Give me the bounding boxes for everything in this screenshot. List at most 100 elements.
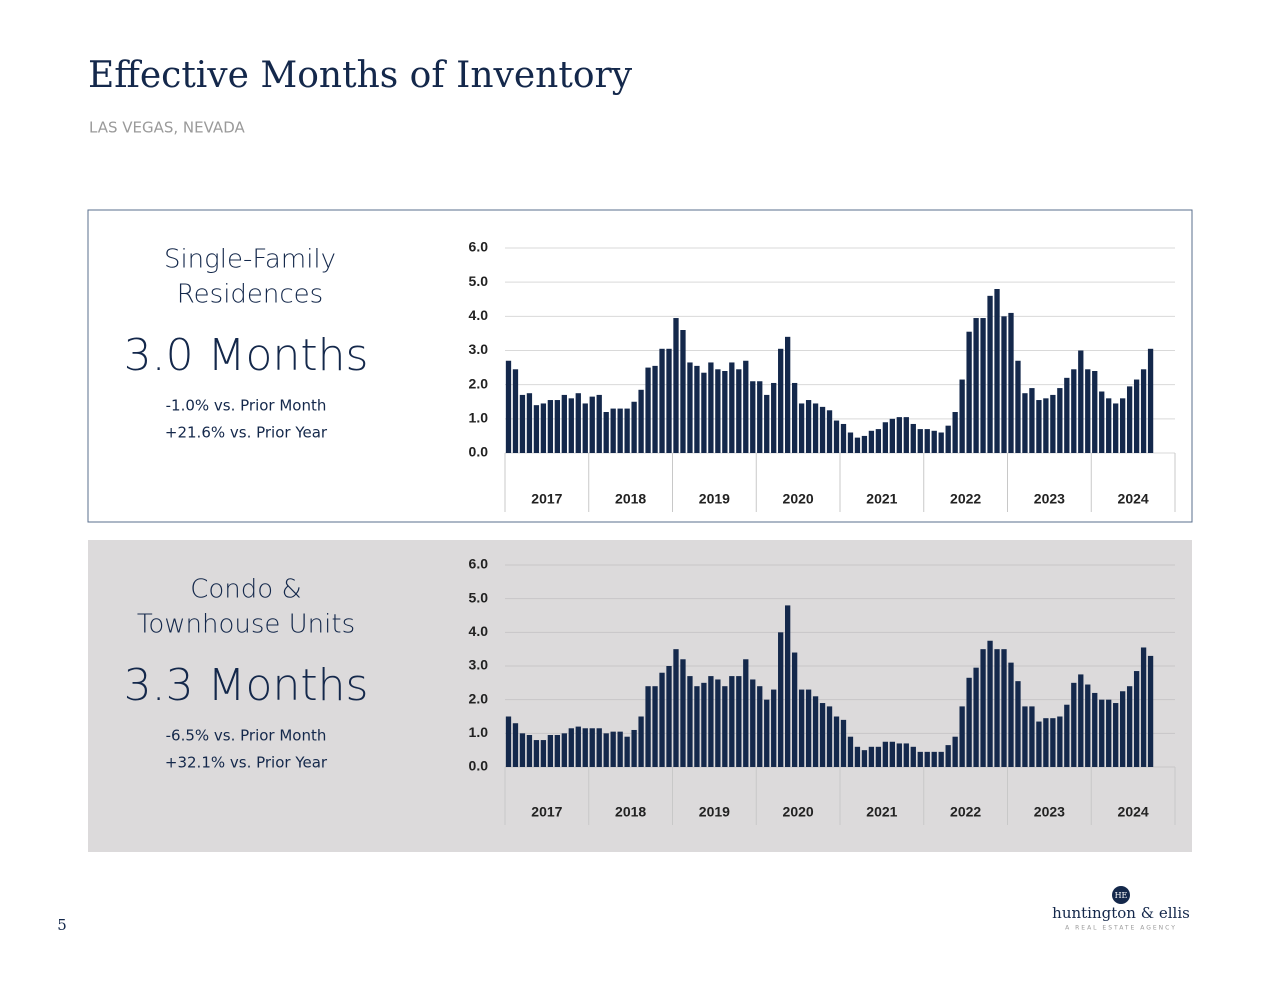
x-year-label: 2021: [866, 491, 897, 507]
panel-heading: Residences: [177, 280, 323, 310]
bar: [840, 423, 847, 453]
logo-badge: [1112, 886, 1130, 904]
x-year-label: 2024: [1118, 804, 1149, 820]
y-tick-label: 4.0: [469, 623, 489, 639]
bar: [785, 605, 791, 767]
bar: [645, 686, 651, 767]
bar: [722, 371, 728, 453]
bar: [1140, 369, 1147, 453]
bar: [750, 381, 756, 453]
bar: [561, 733, 567, 767]
bar: [533, 740, 540, 767]
change-note: -6.5% vs. Prior Month: [166, 727, 327, 745]
x-year-label: 2020: [783, 804, 814, 820]
bar: [645, 367, 651, 453]
bar: [833, 420, 840, 453]
bar: [994, 289, 1000, 453]
bar: [540, 403, 547, 453]
bar: [519, 394, 526, 453]
x-year-label: 2021: [866, 804, 897, 820]
bar: [826, 706, 833, 767]
bar: [903, 743, 909, 767]
x-year-label: 2020: [783, 491, 814, 507]
change-note: +32.1% vs. Prior Year: [165, 754, 328, 772]
bar: [589, 728, 595, 767]
bar: [659, 672, 665, 767]
bar: [554, 735, 560, 767]
bar: [994, 649, 1000, 767]
bar: [603, 733, 609, 767]
bar: [526, 735, 533, 767]
bar: [764, 394, 770, 453]
bar: [729, 676, 735, 767]
bar: [1099, 391, 1105, 453]
bar: [1071, 682, 1077, 767]
bar: [924, 429, 930, 453]
bar: [910, 746, 916, 767]
bar: [680, 330, 686, 453]
x-year-label: 2018: [615, 804, 646, 820]
x-year-label: 2019: [699, 804, 730, 820]
bar: [1078, 674, 1084, 767]
bar: [973, 318, 979, 453]
bar: [973, 667, 979, 767]
y-tick-label: 0.0: [469, 444, 489, 460]
bar: [687, 676, 693, 767]
bar: [729, 362, 735, 453]
title: Effective Months of Inventory: [88, 55, 633, 96]
bar: [603, 412, 609, 453]
bar: [708, 676, 714, 767]
bar: [1057, 388, 1063, 453]
bar: [1001, 649, 1007, 767]
bar: [568, 398, 574, 453]
bar: [505, 716, 512, 767]
bar: [617, 408, 623, 453]
change-note: -1.0% vs. Prior Month: [166, 397, 327, 415]
bar: [805, 400, 812, 453]
bar: [1022, 706, 1028, 767]
y-tick-label: 0.0: [469, 758, 489, 774]
bar: [966, 677, 972, 767]
page-number: 5: [57, 916, 67, 934]
bar: [1085, 369, 1091, 453]
bar: [750, 679, 756, 767]
bar: [798, 689, 805, 767]
bar: [533, 405, 540, 453]
bar: [1015, 681, 1021, 767]
logo-monogram: HE: [1115, 891, 1128, 900]
bar: [987, 640, 993, 767]
bar: [568, 728, 574, 767]
bar: [1126, 386, 1133, 453]
bar: [1015, 360, 1021, 453]
bar: [519, 733, 526, 767]
bar: [722, 686, 728, 767]
x-year-label: 2017: [531, 491, 562, 507]
bar: [659, 348, 665, 453]
bar: [610, 408, 616, 453]
bar: [966, 331, 972, 453]
bar: [840, 719, 847, 767]
bar: [959, 379, 965, 453]
x-year-label: 2018: [615, 491, 646, 507]
x-year-label: 2019: [699, 491, 730, 507]
bar: [778, 632, 784, 767]
bar: [596, 728, 602, 767]
bar: [624, 736, 630, 767]
bar: [910, 423, 916, 453]
bar: [617, 731, 623, 767]
bar: [861, 750, 868, 767]
bar: [652, 686, 658, 767]
y-tick-label: 5.0: [469, 273, 489, 289]
headline: 3.3 Months: [124, 660, 369, 711]
bar: [882, 741, 889, 767]
bar: [596, 394, 602, 453]
bar: [959, 706, 965, 767]
bar: [1147, 348, 1154, 453]
bar: [1064, 377, 1070, 453]
bar: [512, 723, 519, 767]
bar: [1085, 684, 1091, 767]
bar: [512, 369, 519, 453]
bar: [819, 406, 826, 453]
bar: [694, 686, 700, 767]
y-tick-label: 4.0: [469, 307, 489, 323]
